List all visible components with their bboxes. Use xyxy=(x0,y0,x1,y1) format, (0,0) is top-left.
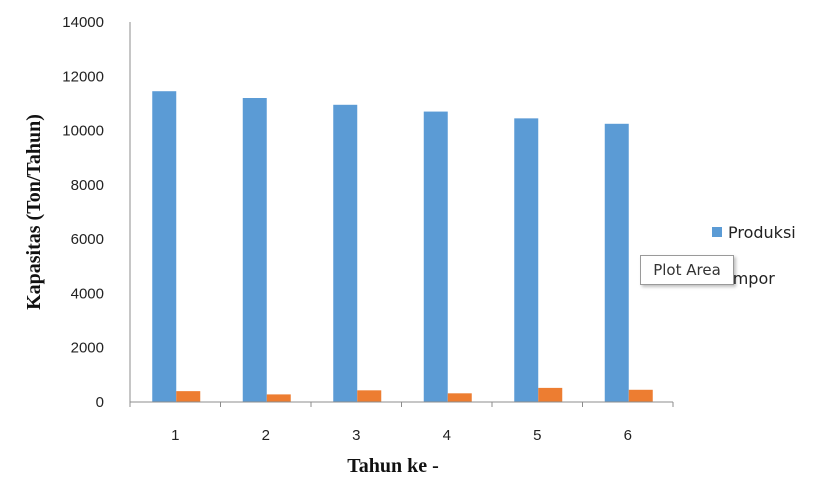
x-tick-labels: 1 2 3 4 5 6 xyxy=(171,427,632,444)
y-tick-label: 4000 xyxy=(71,285,104,302)
legend-label-produksi: Produksi xyxy=(728,223,796,242)
x-tick-label: 5 xyxy=(533,427,541,444)
bar-produksi-5 xyxy=(514,118,539,402)
bar-impor-5 xyxy=(538,387,563,402)
bars-group xyxy=(152,91,653,403)
legend-label-impor: Impor xyxy=(728,269,775,288)
x-tick-label: 2 xyxy=(262,427,270,444)
bar-produksi-1 xyxy=(152,91,177,402)
bar-impor-1 xyxy=(176,391,201,402)
y-tick-label: 10000 xyxy=(62,123,104,140)
bar-impor-4 xyxy=(447,393,472,402)
x-tick-label: 6 xyxy=(624,427,632,444)
legend-swatch-produksi xyxy=(712,227,722,237)
y-tick-label: 8000 xyxy=(71,177,104,194)
y-tick-label: 12000 xyxy=(62,68,104,85)
y-tick-label: 0 xyxy=(96,394,104,411)
x-tick-label: 3 xyxy=(352,427,360,444)
y-tick-labels: 0 2000 4000 6000 8000 10000 12000 14000 xyxy=(62,14,104,411)
x-tick-label: 1 xyxy=(171,427,179,444)
plot-area-tooltip: Plot Area xyxy=(640,255,734,285)
bar-produksi-6 xyxy=(604,123,629,403)
y-axis-title: Kapasitas (Ton/Tahun) xyxy=(23,114,45,310)
bar-produksi-3 xyxy=(333,104,358,403)
y-tick-label: 14000 xyxy=(62,14,104,31)
y-tick-label: 2000 xyxy=(71,340,104,357)
x-tick-label: 4 xyxy=(443,427,451,444)
bar-produksi-4 xyxy=(423,111,448,403)
y-tick-label: 6000 xyxy=(71,231,104,248)
bar-impor-3 xyxy=(357,390,382,402)
bar-impor-2 xyxy=(266,394,291,402)
bar-impor-6 xyxy=(628,389,653,402)
x-axis-title: Tahun ke - xyxy=(347,455,439,477)
x-tick-marks xyxy=(129,402,674,407)
bar-produksi-2 xyxy=(242,98,267,402)
